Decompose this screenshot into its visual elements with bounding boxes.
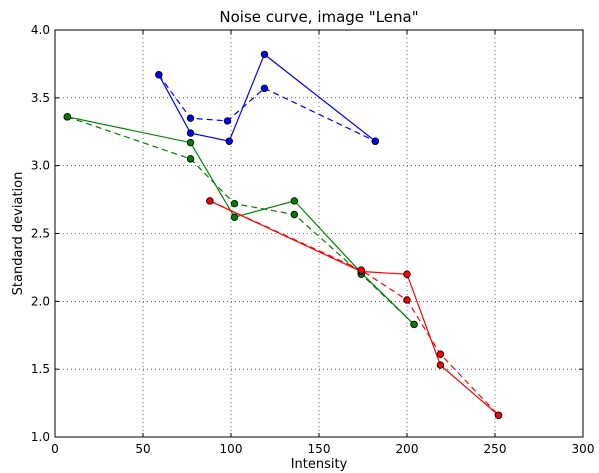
series-5-point bbox=[436, 350, 445, 358]
series-5-point bbox=[206, 197, 214, 205]
series-3-point bbox=[230, 199, 239, 208]
series-1-point bbox=[186, 114, 195, 122]
series-layer bbox=[63, 50, 503, 419]
series-1-point bbox=[260, 84, 269, 93]
series-2-point bbox=[290, 197, 299, 205]
series-1-point bbox=[371, 137, 380, 145]
grid-lines bbox=[55, 30, 583, 437]
series-1-point bbox=[223, 117, 232, 125]
y-tick-label: 2.5 bbox=[31, 227, 50, 241]
series-line-4 bbox=[209, 200, 499, 416]
y-tick-label: 3.0 bbox=[31, 159, 50, 173]
series-4-point bbox=[436, 361, 445, 369]
series-0-point bbox=[260, 50, 269, 59]
x-tick-label: 100 bbox=[220, 442, 243, 456]
y-tick-label: 2.0 bbox=[31, 294, 50, 308]
series-2-point bbox=[230, 213, 239, 221]
series-line-3 bbox=[67, 116, 415, 325]
y-tick-label: 1.5 bbox=[31, 362, 50, 376]
x-tick-label: 200 bbox=[396, 442, 419, 456]
x-tick-label: 150 bbox=[308, 442, 331, 456]
y-tick-label: 1.0 bbox=[31, 430, 50, 444]
x-tick-label: 300 bbox=[572, 442, 595, 456]
series-5-point bbox=[357, 266, 365, 274]
series-3-point bbox=[410, 320, 418, 329]
series-4-point bbox=[403, 270, 411, 278]
y-tick-label: 3.5 bbox=[31, 91, 50, 105]
series-line-2 bbox=[67, 116, 415, 325]
series-5-point bbox=[403, 296, 411, 304]
x-tick-label: 0 bbox=[51, 442, 59, 456]
y-tick-label: 4.0 bbox=[31, 23, 50, 37]
series-0-point bbox=[225, 137, 233, 145]
series-3-point bbox=[290, 210, 299, 219]
series-3-point bbox=[63, 113, 72, 121]
y-axis-label: Standard deviation bbox=[11, 172, 26, 296]
series-1-point bbox=[155, 71, 163, 79]
axis-ticks: 0 50 100 150 200 250 300 1.0 1.5 2.0 2.5 3.0 3.5 4.0 bbox=[31, 23, 595, 456]
series-0-point bbox=[186, 129, 195, 137]
x-tick-label: 50 bbox=[135, 442, 150, 456]
series-5-point bbox=[494, 411, 503, 419]
chart-title: Noise curve, image "Lena" bbox=[219, 8, 418, 26]
x-tick-label: 250 bbox=[484, 442, 507, 456]
series-2-point bbox=[186, 138, 195, 147]
series-line-5 bbox=[209, 200, 499, 416]
x-axis-label: Intensity bbox=[291, 457, 348, 472]
series-3-point bbox=[186, 155, 195, 163]
